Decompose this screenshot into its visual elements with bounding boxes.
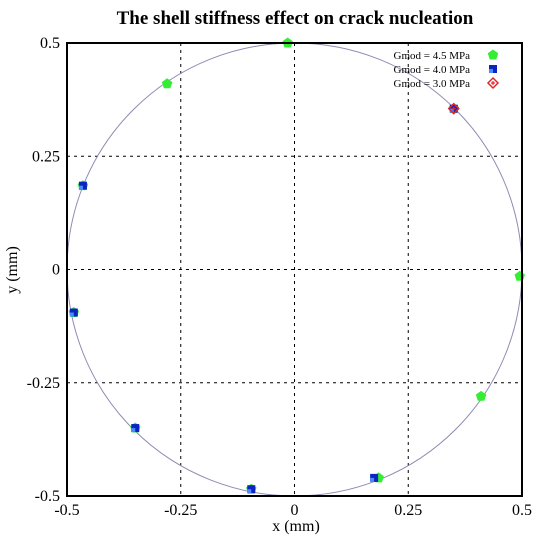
y-tick-label: 0.25 bbox=[32, 148, 60, 165]
data-point-series-1 bbox=[514, 270, 525, 281]
y-tick-label: 0.5 bbox=[40, 35, 60, 52]
x-tick-label: -0.25 bbox=[164, 502, 197, 519]
y-axis-label: y (mm) bbox=[4, 246, 21, 294]
y-tick-label: 0 bbox=[52, 262, 60, 279]
data-point-series-3 bbox=[447, 102, 460, 115]
legend-marker bbox=[489, 65, 497, 73]
y-tick-label: -0.5 bbox=[35, 488, 60, 505]
data-point-series-2 bbox=[69, 308, 78, 317]
data-point-series-2 bbox=[78, 181, 87, 190]
data-point-series-1 bbox=[475, 390, 487, 401]
legend-marker bbox=[487, 49, 499, 60]
data-point-series-2 bbox=[131, 424, 140, 433]
x-axis-label: x (mm) bbox=[272, 518, 320, 535]
data-point-series-2 bbox=[247, 485, 256, 494]
x-tick-label: 0.25 bbox=[394, 502, 422, 519]
legend-marker bbox=[486, 76, 500, 90]
legend-label: Gmod = 4.0 MPa bbox=[394, 64, 471, 76]
x-tick-label: 0.5 bbox=[512, 502, 532, 519]
legend-label: Gmod = 3.0 MPa bbox=[394, 78, 471, 90]
plot-frame bbox=[66, 42, 523, 497]
x-tick-label: 0 bbox=[291, 502, 299, 519]
x-tick-label: -0.5 bbox=[54, 502, 79, 519]
tick-labels: -0.5 -0.25 0 0.25 0.5 -0.5 -0.25 0 0.25 0.5 bbox=[27, 35, 532, 519]
data-points bbox=[68, 37, 525, 494]
data-point-series-2 bbox=[370, 473, 379, 482]
legend: Gmod = 4.5 MPa Gmod = 4.0 MPa Gmod = 3.0 M… bbox=[394, 49, 500, 90]
grid bbox=[67, 43, 522, 496]
y-tick-label: -0.25 bbox=[27, 375, 60, 392]
chart-title: The shell stiffness effect on crack nucl… bbox=[117, 8, 474, 29]
legend-label: Gmod = 4.5 MPa bbox=[394, 50, 471, 62]
data-point-series-1 bbox=[161, 78, 173, 89]
